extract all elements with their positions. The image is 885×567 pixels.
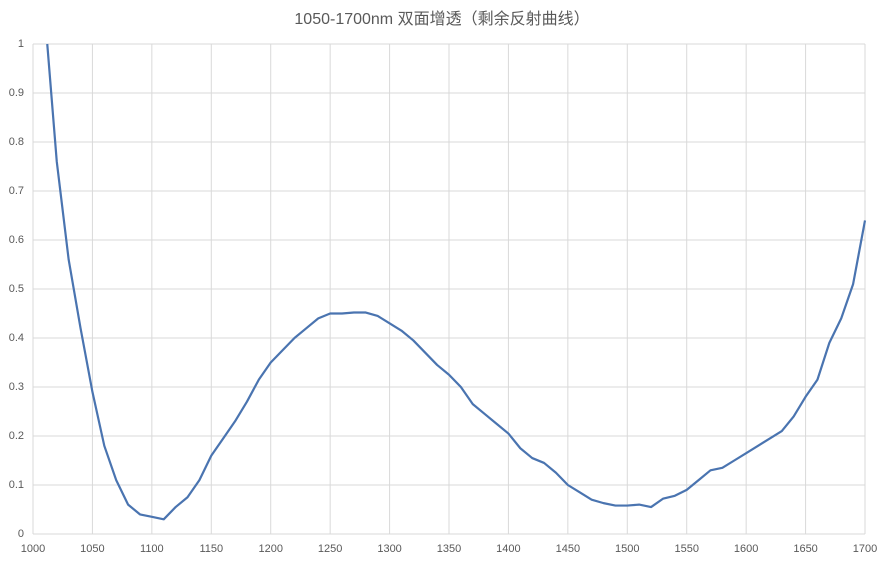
data-line — [46, 43, 867, 521]
x-tick-label: 1000 — [21, 543, 45, 555]
x-tick-label: 1400 — [496, 543, 520, 555]
x-tick-label: 1600 — [734, 543, 758, 555]
y-tick-label: 0.4 — [9, 332, 24, 344]
y-tick-label: 0.9 — [9, 87, 24, 99]
x-tick-label: 1450 — [556, 543, 580, 555]
y-tick-label: 0.3 — [9, 381, 24, 393]
x-tick-label: 1350 — [437, 543, 461, 555]
y-tick-label: 0.7 — [9, 185, 24, 197]
x-tick-label: 1250 — [318, 543, 342, 555]
y-tick-label: 0 — [18, 528, 24, 540]
y-tick-label: 0.6 — [9, 234, 24, 246]
y-tick-label: 0.5 — [9, 283, 24, 295]
x-tick-label: 1500 — [615, 543, 639, 555]
x-tick-label: 1200 — [258, 543, 282, 555]
y-tick-label: 0.2 — [9, 430, 24, 442]
x-tick-label: 1100 — [140, 543, 164, 555]
chart-title: 1050-1700nm 双面增透（剩余反射曲线） — [294, 9, 589, 28]
x-tick-label: 1700 — [853, 543, 877, 555]
x-tick-label: 1550 — [674, 543, 698, 555]
x-tick-label: 1150 — [199, 543, 223, 555]
y-tick-label: 0.8 — [9, 136, 24, 148]
x-tick-label: 1300 — [377, 543, 401, 555]
y-tick-label: 0.1 — [9, 479, 24, 491]
x-tick-label: 1050 — [80, 543, 104, 555]
y-tick-label: 1 — [18, 38, 24, 50]
x-tick-label: 1650 — [793, 543, 817, 555]
